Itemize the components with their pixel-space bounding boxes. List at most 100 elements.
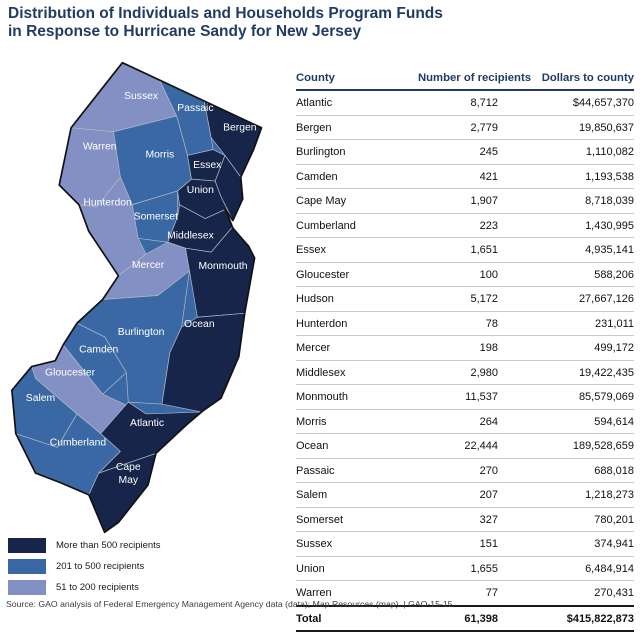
county-label-warren: Warren [83,142,117,153]
table-row: Atlantic 8,712 $44,657,370 [296,90,634,116]
county-label-somerset: Somerset [134,212,178,223]
recipients-cell: 2,980 [418,360,498,385]
recipients-cell: 1,907 [418,188,498,214]
dollars-cell: 1,218,273 [498,482,634,508]
legend-swatch-light [8,580,46,595]
table-row: Hudson 5,172 27,667,126 [296,286,634,312]
recipients-cell: 264 [418,409,498,434]
recipients-cell: 1,655 [418,556,498,581]
county-cell: Camden [296,164,418,189]
figure-title: Distribution of Individuals and Househol… [8,5,628,40]
dollars-cell: 6,484,914 [498,556,634,581]
dollars-cell: 189,528,659 [498,433,634,459]
recipients-cell: 270 [418,458,498,483]
county-cell: Morris [296,409,418,434]
county-cell: Atlantic [296,90,418,116]
county-cell: Burlington [296,139,418,165]
legend-label: More than 500 recipients [56,540,161,551]
county-label-atlantic: Atlantic [130,418,164,429]
county-cell: Essex [296,237,418,263]
recipients-cell: 61,398 [418,604,498,632]
county-label-camden: Camden [79,345,118,356]
recipients-cell: 100 [418,262,498,287]
map-legend: More than 500 recipients 201 to 500 recip… [8,538,161,601]
recipients-cell: 327 [418,507,498,532]
recipients-cell: 22,444 [418,433,498,459]
recipients-cell: 5,172 [418,286,498,312]
table-row: Essex 1,651 4,935,141 [296,237,634,263]
table-row: Camden 421 1,193,538 [296,164,634,189]
table-row: Monmouth 11,537 85,579,069 [296,384,634,410]
dollars-cell: 231,011 [498,311,634,336]
table-row: Morris 264 594,614 [296,409,634,434]
legend-item: 201 to 500 recipients [8,559,161,574]
county-cell: Cape May [296,188,418,214]
county-label-morris: Morris [145,149,174,160]
dollars-cell: 780,201 [498,507,634,532]
dollars-cell: 85,579,069 [498,384,634,410]
county-label-bergen: Bergen [223,123,257,134]
county-cell: Somerset [296,507,418,532]
dollars-cell: 588,206 [498,262,634,287]
county-cell: Salem [296,482,418,508]
dollars-cell: 1,193,538 [498,164,634,189]
county-label-hudson: Hudson [245,171,281,182]
dollars-cell: 27,667,126 [498,286,634,312]
recipients-cell: 2,779 [418,115,498,140]
table-row: Ocean 22,444 189,528,659 [296,433,634,459]
dollars-cell: 8,718,039 [498,188,634,214]
table-row: Burlington 245 1,110,082 [296,139,634,165]
recipients-cell: 1,651 [418,237,498,263]
recipients-cell: 421 [418,164,498,189]
county-cell: Bergen [296,115,418,140]
county-label-burlington: Burlington [118,327,165,338]
table-row: Bergen 2,779 19,850,637 [296,115,634,140]
table-row: Passaic 270 688,018 [296,458,634,483]
county-cell: Total [296,604,418,632]
recipients-cell: 8,712 [418,90,498,116]
county-label-monmouth: Monmouth [199,261,248,272]
county-cell: Hudson [296,286,418,312]
dollars-cell: 19,850,637 [498,115,634,140]
source-note: Source: GAO analysis of Federal Emergenc… [6,599,453,609]
county-label-ocean: Ocean [184,319,215,330]
dollars-cell: 374,941 [498,531,634,557]
table-row: Salem 207 1,218,273 [296,482,634,508]
figure-title-line1: Distribution of Individuals and Househol… [8,5,443,22]
county-label-salem: Salem [26,393,55,404]
legend-item: 51 to 200 recipients [8,580,161,595]
legend-swatch-medium [8,559,46,574]
county-funds-table: County Number of recipients Dollars to cou… [296,72,634,632]
recipients-cell: 223 [418,213,498,238]
table-row: Mercer 198 499,172 [296,335,634,361]
county-label-gloucester: Gloucester [45,367,96,378]
county-cell: Hunterdon [296,311,418,336]
county-label-passaic: Passaic [177,103,213,114]
county-cell: Monmouth [296,384,418,410]
county-label-cape_may: Cape May [116,462,141,486]
legend-item: More than 500 recipients [8,538,161,553]
table-row: Union 1,655 6,484,914 [296,556,634,581]
legend-label: 201 to 500 recipients [56,561,145,572]
county-label-hunterdon: Hunterdon [83,198,132,209]
county-cell: Passaic [296,458,418,483]
county-label-essex: Essex [193,160,222,171]
county-cell: Cumberland [296,213,418,238]
dollars-cell: 4,935,141 [498,237,634,263]
column-header: Dollars to county [498,72,634,91]
recipients-cell: 78 [418,311,498,336]
dollars-cell: $44,657,370 [498,90,634,116]
dollars-cell: 270,431 [498,580,634,606]
county-cell: Ocean [296,433,418,459]
table-total-row: Total 61,398 $415,822,873 [296,604,634,632]
table-row: Hunterdon 78 231,011 [296,311,634,336]
county-label-cumberland: Cumberland [50,438,107,449]
table-header: County Number of recipients Dollars to cou… [296,72,634,91]
column-header: Number of recipients [418,72,531,91]
dollars-cell: 499,172 [498,335,634,361]
dollars-cell: 1,110,082 [498,139,634,165]
county-label-sussex: Sussex [124,91,159,102]
figure-title-line2: in Response to Hurricane Sandy for New J… [8,22,362,40]
county-label-middlesex: Middlesex [167,230,214,241]
recipients-cell: 151 [418,531,498,557]
